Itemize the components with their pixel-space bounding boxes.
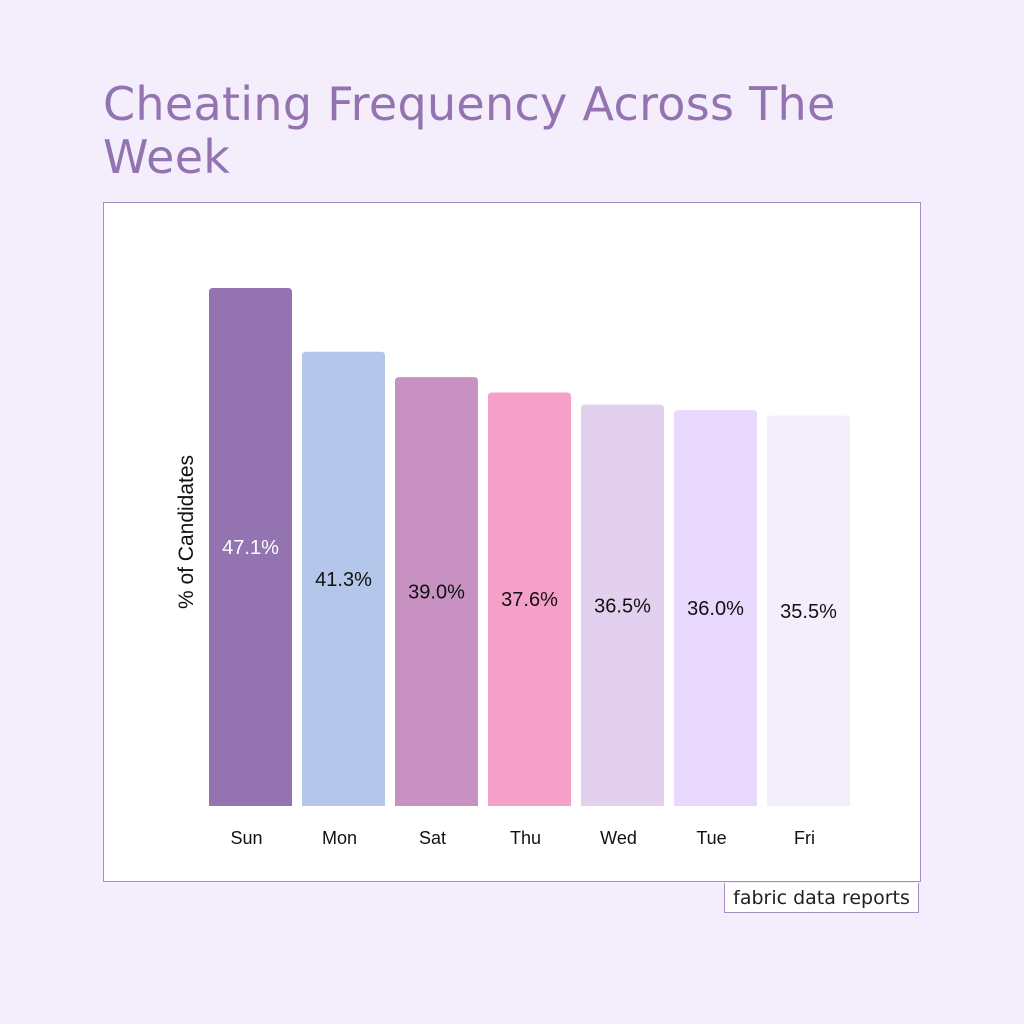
credit-label: fabric data reports — [724, 883, 919, 913]
x-tick-labels-group: Sun Mon Sat Thu Wed Tue Fri — [230, 828, 815, 848]
value-label-sat: 39.0% — [408, 582, 465, 604]
bar-mon — [302, 351, 385, 806]
value-label-wed: 36.5% — [594, 595, 651, 617]
bar-sun — [209, 288, 292, 806]
bar-thu — [488, 392, 571, 806]
x-tick-sun: Sun — [230, 828, 262, 848]
bar-tue — [674, 410, 757, 806]
value-label-mon: 41.3% — [315, 569, 372, 591]
x-tick-wed: Wed — [600, 828, 637, 848]
y-axis-label: % of Candidates — [175, 455, 198, 609]
value-label-fri: 35.5% — [780, 601, 837, 623]
bar-fri — [767, 415, 850, 806]
value-label-sun: 47.1% — [222, 537, 279, 559]
value-label-thu: 37.6% — [501, 589, 558, 611]
bar-sat — [395, 377, 478, 806]
x-tick-sat: Sat — [419, 828, 446, 848]
x-tick-mon: Mon — [322, 828, 357, 848]
value-labels-group: 47.1% 41.3% 39.0% 37.6% 36.5% 36.0% 35.5% — [222, 537, 837, 623]
bars-group — [209, 288, 850, 806]
x-tick-thu: Thu — [510, 828, 541, 848]
bar-chart: % of Candidates 47.1% 41.3% 39.0% 37.6% 36.5… — [175, 288, 850, 848]
x-tick-tue: Tue — [696, 828, 726, 848]
value-label-tue: 36.0% — [687, 598, 744, 620]
x-tick-fri: Fri — [794, 828, 815, 848]
bar-wed — [581, 404, 664, 806]
page-title: Cheating Frequency Across The Week — [103, 77, 836, 184]
chart-container: % of Candidates 47.1% 41.3% 39.0% 37.6% 36.5… — [103, 202, 921, 882]
